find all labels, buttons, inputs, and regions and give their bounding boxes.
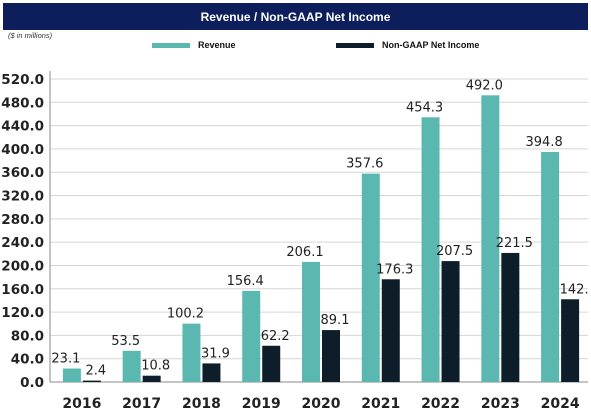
net-income-bar <box>82 380 101 382</box>
legend-net-income-label: Non-GAAP Net Income <box>382 40 480 50</box>
revenue-data-label: 53.5 <box>111 334 140 349</box>
y-tick-label: 160.0 <box>1 282 44 298</box>
revenue-bar <box>421 117 440 382</box>
net-income-data-label: 176.3 <box>376 262 413 277</box>
net-income-data-label: 207.5 <box>436 244 473 259</box>
net-income-bar <box>202 363 221 382</box>
net-income-bar <box>262 345 281 382</box>
chart-title: Revenue / Non-GAAP Net Income <box>3 3 588 30</box>
y-tick-label: 320.0 <box>1 189 44 205</box>
net-income-data-label: 221.5 <box>496 236 533 251</box>
x-tick-label: 2020 <box>302 396 341 412</box>
net-income-bar <box>142 375 161 382</box>
legend-revenue-swatch <box>152 42 190 48</box>
y-tick-label: 520.0 <box>1 72 44 88</box>
revenue-data-label: 394.8 <box>526 135 563 150</box>
net-income-bar <box>322 330 340 382</box>
x-tick-label: 2022 <box>421 396 460 412</box>
x-tick-label: 2016 <box>62 396 101 412</box>
legend-revenue-label: Revenue <box>198 40 236 50</box>
revenue-bar <box>302 261 320 382</box>
revenue-bar <box>481 95 500 383</box>
x-tick-label: 2024 <box>541 396 580 412</box>
y-tick-label: 0.0 <box>20 375 44 391</box>
x-tick-label: 2021 <box>361 396 400 412</box>
revenue-bar <box>62 368 81 382</box>
revenue-data-label: 206.1 <box>286 245 323 260</box>
y-tick-label: 280.0 <box>1 212 44 228</box>
revenue-bar <box>182 323 201 382</box>
revenue-data-label: 100.2 <box>167 307 204 322</box>
revenue-bar <box>122 350 141 382</box>
y-tick-label: 480.0 <box>1 95 44 111</box>
y-tick-label: 360.0 <box>1 165 44 181</box>
net-income-data-label: 31.9 <box>201 346 230 361</box>
net-income-bar <box>501 252 520 382</box>
revenue-bar <box>361 173 380 382</box>
revenue-bar <box>242 290 261 382</box>
net-income-data-label: 10.8 <box>141 359 170 374</box>
revenue-bar <box>541 151 560 382</box>
y-tick-label: 440.0 <box>1 119 44 135</box>
net-income-bar <box>561 299 580 382</box>
revenue-data-label: 23.1 <box>51 352 80 367</box>
revenue-data-label: 156.4 <box>227 274 264 289</box>
net-income-data-label: 89.1 <box>321 313 350 328</box>
y-tick-label: 80.0 <box>11 328 44 344</box>
net-income-bar <box>441 261 460 382</box>
y-tick-label: 400.0 <box>1 142 44 158</box>
revenue-data-label: 492.0 <box>466 78 503 93</box>
x-tick-label: 2019 <box>242 396 281 412</box>
x-tick-label: 2023 <box>481 396 520 412</box>
y-tick-label: 240.0 <box>1 235 44 251</box>
net-income-bar <box>381 279 400 382</box>
revenue-data-label: 454.3 <box>406 100 443 115</box>
x-tick-label: 2017 <box>122 396 161 412</box>
net-income-data-label: 142. <box>560 282 589 297</box>
legend-net-income-swatch <box>336 42 374 48</box>
legend-revenue: Revenue <box>152 40 236 50</box>
revenue-data-label: 357.6 <box>346 157 383 172</box>
y-tick-label: 200.0 <box>1 258 44 274</box>
legend-net-income: Non-GAAP Net Income <box>336 40 479 50</box>
x-tick-label: 2018 <box>182 396 221 412</box>
units-note: ($ in millions) <box>8 31 53 40</box>
y-tick-label: 120.0 <box>1 305 44 321</box>
net-income-data-label: 62.2 <box>261 329 290 344</box>
net-income-data-label: 2.4 <box>86 364 107 379</box>
y-tick-label: 40.0 <box>11 352 44 368</box>
